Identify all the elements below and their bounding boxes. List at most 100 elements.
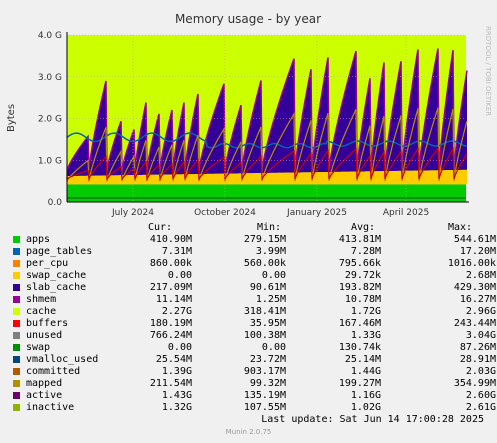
legend-min: 90.61M — [249, 282, 286, 293]
inactive-edge — [66, 48, 468, 171]
legend-cur: 860.00k — [149, 258, 192, 269]
legend-min: 3.99M — [255, 246, 286, 257]
legend-label: buffers — [26, 318, 69, 329]
legend-swatch — [13, 404, 20, 411]
legend-row-vmalloc_used: vmalloc_used 25.54M 23.72M 25.14M 28.91M — [12, 354, 496, 366]
legend-swatch — [13, 236, 20, 243]
legend-avg: 167.46M — [338, 318, 381, 329]
legend-avg: 1.16G — [350, 390, 381, 401]
legend-swatch — [13, 296, 20, 303]
legend-avg: 1.33G — [350, 330, 381, 341]
legend-avg: 1.44G — [350, 366, 381, 377]
legend-min: 107.55M — [243, 402, 286, 413]
legend-swatch — [13, 392, 20, 399]
legend-min: 0.00 — [261, 342, 286, 353]
y-axis: 0.0 1.0 G 2.0 G 3.0 G 4.0 G — [38, 31, 62, 208]
legend-cur: 180.19M — [149, 318, 192, 329]
legend-row-cache: cache 2.27G 318.41M 1.72G 2.96G — [12, 306, 496, 318]
legend-label: unused — [26, 330, 63, 341]
legend-avg: 795.66k — [338, 258, 381, 269]
legend-max: 28.91M — [459, 354, 496, 365]
legend-max: 429.30M — [453, 282, 496, 293]
legend-swatch — [13, 308, 20, 315]
legend-min: 1.25M — [255, 294, 286, 305]
legend-cur: 11.14M — [155, 294, 192, 305]
legend-avg: 10.78M — [344, 294, 381, 305]
legend-row-unused: unused 766.24M 100.38M 1.33G 3.04G — [12, 330, 496, 342]
header-min: Min: — [257, 222, 282, 233]
legend-swatch — [13, 356, 20, 363]
legend-label: mapped — [26, 378, 63, 389]
legend-min: 318.41M — [243, 306, 286, 317]
legend-label: per_cpu — [26, 258, 69, 269]
watermark: RRDTOOL / TOBI OETIKER — [484, 26, 492, 116]
legend-label: apps — [26, 234, 51, 245]
legend-min: 279.15M — [243, 234, 286, 245]
legend-max: 544.61M — [453, 234, 496, 245]
legend-label: inactive — [26, 402, 75, 413]
chart-canvas: Memory usage - by year Bytes RRDTOOL / T… — [6, 12, 492, 218]
legend-row-apps: apps 410.90M 279.15M 413.81M 544.61M — [12, 234, 496, 246]
legend-label: slab_cache — [26, 282, 87, 293]
legend-max: 2.61G — [465, 402, 496, 413]
legend-cur: 7.31M — [161, 246, 192, 257]
legend-avg: 1.02G — [350, 402, 381, 413]
legend-cur: 1.39G — [161, 366, 192, 377]
plot-area — [66, 32, 469, 203]
legend-row-buffers: buffers 180.19M 35.95M 167.46M 243.44M — [12, 318, 496, 330]
last-update: Last update: Sat Jun 14 17:00:28 2025 — [261, 414, 484, 425]
buffers-line — [66, 146, 468, 182]
legend-max: 17.20M — [459, 246, 496, 257]
legend-min: 100.38M — [243, 330, 286, 341]
legend-swatch — [13, 344, 20, 351]
slab-area — [67, 169, 467, 185]
legend-cur: 25.54M — [155, 354, 192, 365]
x-tick-label: April 2025 — [383, 208, 429, 218]
legend-cur: 1.32G — [161, 402, 192, 413]
legend-cur: 211.54M — [149, 378, 192, 389]
apps-area — [67, 184, 466, 202]
munin-version: Munin 2.0.75 — [225, 428, 272, 436]
y-tick-label: 0.0 — [48, 198, 63, 208]
legend-row-page_tables: page_tables 7.31M 3.99M 7.28M 17.20M — [12, 246, 496, 258]
legend-min: 23.72M — [249, 354, 286, 365]
legend-avg: 130.74k — [338, 342, 381, 353]
legend-swatch — [13, 332, 20, 339]
x-axis: July 2024 October 2024 January 2025 April 2… — [111, 208, 429, 218]
legend-row-slab_cache: slab_cache 217.09M 90.61M 193.82M 429.30M — [12, 282, 496, 294]
y-tick-label: 4.0 G — [38, 31, 62, 41]
y-tick-label: 1.0 G — [38, 156, 62, 166]
legend-max: 3.04G — [465, 330, 496, 341]
legend-max: 87.26M — [459, 342, 496, 353]
legend-label: active — [26, 390, 63, 401]
legend-swatch — [13, 248, 20, 255]
header-avg: Avg: — [351, 222, 376, 233]
legend-label: vmalloc_used — [26, 354, 99, 365]
legend-max: 2.68M — [465, 270, 496, 281]
legend-avg: 193.82M — [338, 282, 381, 293]
y-tick-label: 2.0 G — [38, 115, 62, 125]
legend-cur: 766.24M — [149, 330, 192, 341]
legend-swatch — [13, 368, 20, 375]
legend-cur: 410.90M — [149, 234, 192, 245]
legend-max: 2.96G — [465, 306, 496, 317]
legend-label: swap_cache — [26, 270, 87, 281]
committed-line — [66, 132, 468, 149]
legend-max: 2.60G — [465, 390, 496, 401]
legend-row-per_cpu: per_cpu 860.00k 560.00k 795.66k 1016.00k — [12, 258, 496, 270]
legend-min: 0.00 — [261, 270, 286, 281]
legend-cur: 1.43G — [161, 390, 192, 401]
legend-label: swap — [26, 342, 51, 353]
header-cur: Cur: — [148, 222, 173, 233]
legend-cur: 217.09M — [149, 282, 192, 293]
chart-title: Memory usage - by year — [175, 12, 321, 26]
legend-label: shmem — [26, 294, 57, 305]
legend-row-committed: committed 1.39G 903.17M 1.44G 2.03G — [12, 366, 496, 378]
legend-swatch — [13, 272, 20, 279]
legend-min: 99.32M — [249, 378, 286, 389]
legend-label: cache — [26, 306, 57, 317]
legend-row-mapped: mapped 211.54M 99.32M 199.27M 354.99M — [12, 378, 496, 390]
legend-label: committed — [26, 366, 81, 377]
legend-row-inactive: inactive 1.32G 107.55M 1.02G 2.61G — [12, 402, 496, 414]
legend-avg: 413.81M — [338, 234, 381, 245]
